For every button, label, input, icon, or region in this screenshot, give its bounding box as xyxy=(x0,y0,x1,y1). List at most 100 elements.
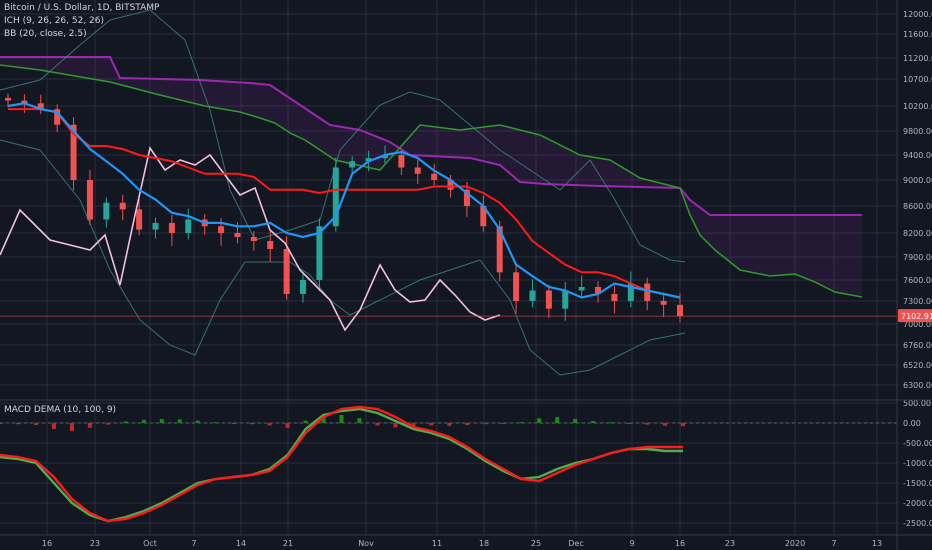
macd-histogram-bar xyxy=(411,423,416,427)
candle-body xyxy=(365,158,372,162)
macd-tick-label: 500.00 xyxy=(903,399,931,408)
macd-histogram-bar xyxy=(195,420,200,423)
macd-histogram-bar xyxy=(447,423,452,426)
price-tick-label: 6300.00 xyxy=(903,381,932,390)
macd-histogram-bar xyxy=(663,423,668,426)
macd-tick-label: 0.00 xyxy=(903,419,921,428)
macd-histogram-bar xyxy=(105,423,110,425)
candle-body xyxy=(136,209,143,230)
price-tick-label: 7000.00 xyxy=(903,320,932,329)
candle-body xyxy=(218,226,225,233)
macd-tick-label: -500.00 xyxy=(903,439,932,448)
macd-histogram-bar xyxy=(285,423,290,428)
macd-histogram-bar xyxy=(429,423,434,426)
price-tick-label: 6760.00 xyxy=(903,341,932,350)
chikou-span-line xyxy=(0,146,501,332)
candle-body xyxy=(70,124,77,180)
macd-histogram-bar xyxy=(231,423,236,424)
candle-body xyxy=(152,222,159,230)
last-price-label: 7102.91 xyxy=(901,312,932,321)
macd-tick-label: -1000.00 xyxy=(903,459,932,468)
candle-body xyxy=(234,233,241,237)
candle-body xyxy=(5,97,11,101)
candle-body xyxy=(677,304,683,317)
macd-histogram-bar xyxy=(483,423,488,425)
macd-histogram-bar xyxy=(51,423,56,429)
time-tick-label: Oct xyxy=(143,539,157,548)
macd-histogram-bar xyxy=(87,423,92,428)
time-tick-label: 9 xyxy=(629,539,634,548)
macd-histogram-bar xyxy=(321,415,326,423)
time-tick-label: 23 xyxy=(725,539,735,548)
time-tick-label: 21 xyxy=(283,539,293,548)
macd-histogram-bar xyxy=(393,423,398,428)
price-tick-label: 7600.00 xyxy=(903,276,932,285)
candle-body xyxy=(250,237,257,241)
time-tick-label: 18 xyxy=(479,539,489,548)
candle-body xyxy=(644,283,651,301)
macd-histogram-bar xyxy=(123,421,128,423)
price-tick-label: 7900.00 xyxy=(903,253,932,262)
ichimoku-legend[interactable]: ICH (9, 26, 26, 52, 26) xyxy=(4,16,105,26)
price-tick-label: 9400.00 xyxy=(903,151,932,160)
candle-body xyxy=(431,173,438,180)
macd-histogram-bar xyxy=(609,422,614,424)
candle-body xyxy=(496,226,503,273)
candle-body xyxy=(349,161,356,168)
candle-body xyxy=(627,283,634,301)
candle-body xyxy=(21,100,28,104)
price-tick-label: 10700.00 xyxy=(903,75,932,84)
macd-histogram-bar xyxy=(501,423,506,424)
candle-body xyxy=(119,202,126,210)
macd-histogram-bar xyxy=(69,423,74,431)
candle-body xyxy=(480,206,487,227)
candle-body xyxy=(447,180,454,190)
macd-histogram-bar xyxy=(159,419,164,423)
last-price-badge xyxy=(898,309,932,323)
macd-signal-line xyxy=(0,405,683,523)
macd-histogram-bar xyxy=(249,423,254,425)
ichimoku-cloud xyxy=(0,57,862,297)
price-tick-label: 11200.00 xyxy=(903,54,932,63)
macd-histogram-bar xyxy=(339,415,344,423)
candle-body xyxy=(54,109,61,125)
macd-legend[interactable]: MACD DEMA (10, 100, 9) xyxy=(4,405,117,415)
macd-tick-label: -1500.00 xyxy=(903,479,932,488)
macd-histogram-bar xyxy=(0,423,2,424)
candle-body xyxy=(86,180,93,220)
time-tick-label: 7 xyxy=(831,539,836,548)
time-tick-label: 13 xyxy=(872,539,882,548)
price-tick-label: 11600.00 xyxy=(903,30,932,39)
macd-histogram-bar xyxy=(33,423,38,425)
candle-body xyxy=(660,301,667,305)
candle-body xyxy=(398,155,405,168)
bollinger-legend[interactable]: BB (20, close, 2.5) xyxy=(4,29,87,39)
bollinger-lower-band xyxy=(0,139,686,376)
price-tick-label: 12000.00 xyxy=(903,10,932,19)
macd-histogram-bar xyxy=(177,419,182,423)
candle-body xyxy=(267,241,274,249)
symbol-legend[interactable]: Bitcoin / U.S. Dollar, 1D, BITSTAMP xyxy=(4,3,160,13)
candle-body xyxy=(332,167,339,227)
macd-histogram-bar xyxy=(591,421,596,423)
candle-body xyxy=(103,202,110,220)
candle-body xyxy=(578,287,585,291)
time-tick-label: Dec xyxy=(568,539,583,548)
candle-body xyxy=(562,290,569,309)
macd-histogram-bar xyxy=(519,422,524,424)
time-tick-label: 7 xyxy=(191,539,196,548)
candle-body xyxy=(595,287,602,294)
macd-histogram-bar xyxy=(141,419,146,423)
bollinger-upper-band xyxy=(0,9,686,263)
kijun-sen-line xyxy=(8,108,681,299)
time-tick-label: 16 xyxy=(42,539,52,548)
time-tick-label: Nov xyxy=(358,539,374,548)
candle-body xyxy=(37,103,44,110)
macd-histogram-bar xyxy=(537,418,542,423)
macd-histogram-bar xyxy=(645,423,650,425)
time-tick-label: 11 xyxy=(432,539,442,548)
macd-histogram-bar xyxy=(681,423,685,427)
macd-tick-label: -2500.00 xyxy=(903,519,932,528)
price-tick-label: 7300.00 xyxy=(903,297,932,306)
